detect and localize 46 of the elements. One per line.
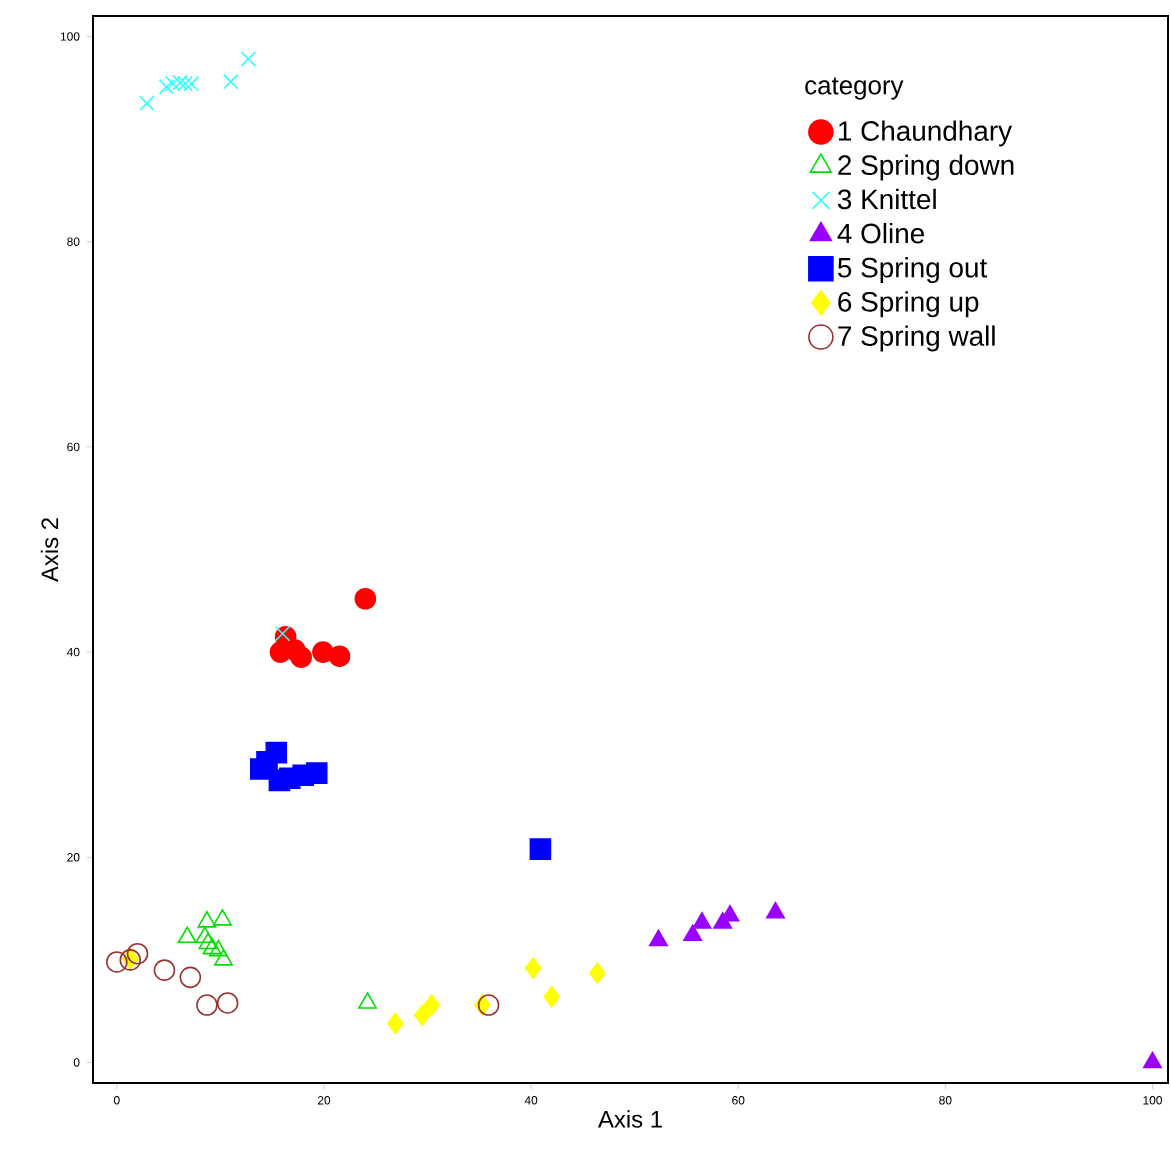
point bbox=[589, 962, 606, 985]
x-tick-label: 0 bbox=[113, 1096, 120, 1105]
x-tick-label: 20 bbox=[317, 1096, 331, 1105]
point bbox=[354, 587, 377, 610]
point bbox=[290, 646, 312, 669]
legend-label: 1 Chaundhary bbox=[839, 120, 1013, 147]
point bbox=[477, 994, 500, 1016]
y-tick-label: 0 bbox=[73, 1058, 80, 1067]
point bbox=[312, 641, 334, 663]
point bbox=[524, 957, 542, 979]
x-axis-title: Axis 1 bbox=[597, 1110, 662, 1128]
y-tick-label: 40 bbox=[66, 647, 80, 657]
x-tick-label: 40 bbox=[524, 1096, 538, 1105]
legend-label: 3 Knittel bbox=[837, 188, 936, 210]
point bbox=[216, 992, 239, 1014]
point bbox=[529, 838, 552, 860]
x-tick-label: 60 bbox=[732, 1096, 745, 1105]
y-tick-label: 20 bbox=[67, 853, 80, 862]
legend-label: 2 Spring down bbox=[838, 154, 1014, 181]
point bbox=[196, 994, 218, 1016]
point bbox=[423, 994, 440, 1016]
point bbox=[305, 762, 328, 784]
point bbox=[138, 95, 155, 112]
point bbox=[414, 1004, 431, 1027]
point bbox=[387, 1012, 404, 1035]
x-tick-label: 100 bbox=[1143, 1096, 1162, 1105]
point bbox=[126, 942, 149, 965]
point bbox=[106, 951, 128, 973]
legend-title: category bbox=[805, 77, 904, 100]
point bbox=[240, 51, 257, 67]
y-tick-label: 80 bbox=[67, 237, 80, 246]
x-tick-label: 80 bbox=[939, 1096, 952, 1105]
point bbox=[153, 959, 176, 981]
legend-label: 6 Spring up bbox=[838, 291, 979, 318]
point bbox=[158, 78, 175, 95]
point bbox=[543, 986, 561, 1008]
point bbox=[249, 758, 272, 780]
legend-label: 5 Spring out bbox=[838, 257, 988, 284]
y-tick-label: 60 bbox=[67, 442, 80, 452]
point bbox=[222, 73, 239, 90]
point bbox=[179, 966, 202, 989]
legend-label: 4 Oline bbox=[837, 222, 924, 244]
point bbox=[328, 645, 351, 667]
legend-label: 7 Spring wall bbox=[838, 325, 995, 352]
y-tick-label: 100 bbox=[60, 32, 80, 41]
y-axis-title: Axis 2 bbox=[40, 518, 59, 583]
